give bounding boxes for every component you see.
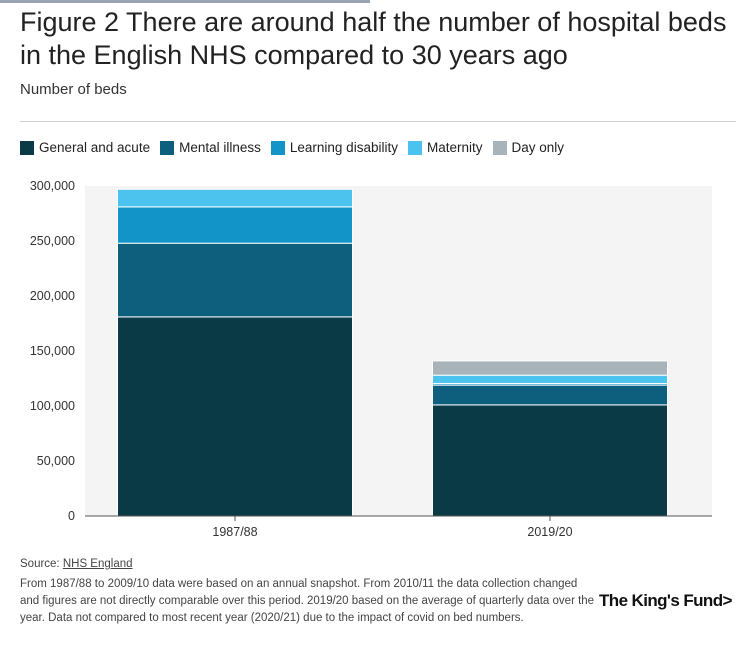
bar-segment (117, 188, 353, 208)
bar-segment (117, 316, 353, 517)
top-accent (0, 0, 370, 3)
legend-swatch (407, 140, 422, 155)
footnote: From 1987/88 to 2009/10 data were based … (20, 578, 595, 624)
legend-swatch (270, 140, 285, 155)
bar-segment (117, 242, 353, 318)
x-tick-label: 2019/20 (527, 525, 572, 539)
legend-label: Day only (511, 140, 565, 155)
logo-text: The King's Fund (599, 591, 723, 610)
legend-label: General and acute (39, 140, 151, 155)
y-tick-label: 200,000 (30, 289, 75, 303)
bar-segment (432, 360, 668, 376)
divider (20, 121, 736, 122)
bar-segment (432, 384, 668, 406)
bar-segment (117, 206, 353, 244)
legend-item: General and acute (20, 140, 150, 155)
legend-label: Mental illness (179, 140, 261, 155)
y-tick-label: 300,000 (30, 179, 75, 193)
y-tick-label: 150,000 (30, 344, 75, 358)
legend: General and acute Mental illness Learning … (20, 140, 574, 155)
legend-item: Day only (492, 140, 565, 155)
y-tick-label: 0 (68, 509, 75, 523)
top-rule (0, 0, 749, 3)
legend-item: Maternity (407, 140, 483, 155)
legend-label: Learning disability (289, 140, 398, 155)
legend-swatch (492, 140, 507, 155)
x-tick-label: 1987/88 (212, 525, 257, 539)
stacked-bar-chart: 0 50,000 100,000 150,000 200,000 250,000 300,0… (30, 179, 712, 539)
legend-label: Maternity (426, 140, 483, 155)
chart-subtitle: Number of beds (20, 81, 127, 98)
kings-fund-logo: The King's Fund> (599, 591, 732, 611)
legend-swatch (20, 140, 34, 155)
source-line: Source: NHS England (20, 558, 133, 570)
source-link[interactable]: NHS England (62, 558, 133, 570)
y-tick-label: 250,000 (30, 234, 75, 248)
y-tick-label: 50,000 (37, 454, 75, 468)
y-tick-label: 100,000 (30, 399, 75, 413)
logo-chevron-icon: > (722, 591, 732, 610)
legend-item: Learning disability (270, 140, 398, 155)
source-prefix: Source: (20, 558, 63, 570)
chart-title: Figure 2 There are around half the numbe… (20, 7, 727, 70)
legend-item: Mental illness (160, 140, 261, 155)
bar-segment (432, 404, 668, 517)
legend-swatch (160, 140, 175, 155)
bar-segment (432, 374, 668, 384)
